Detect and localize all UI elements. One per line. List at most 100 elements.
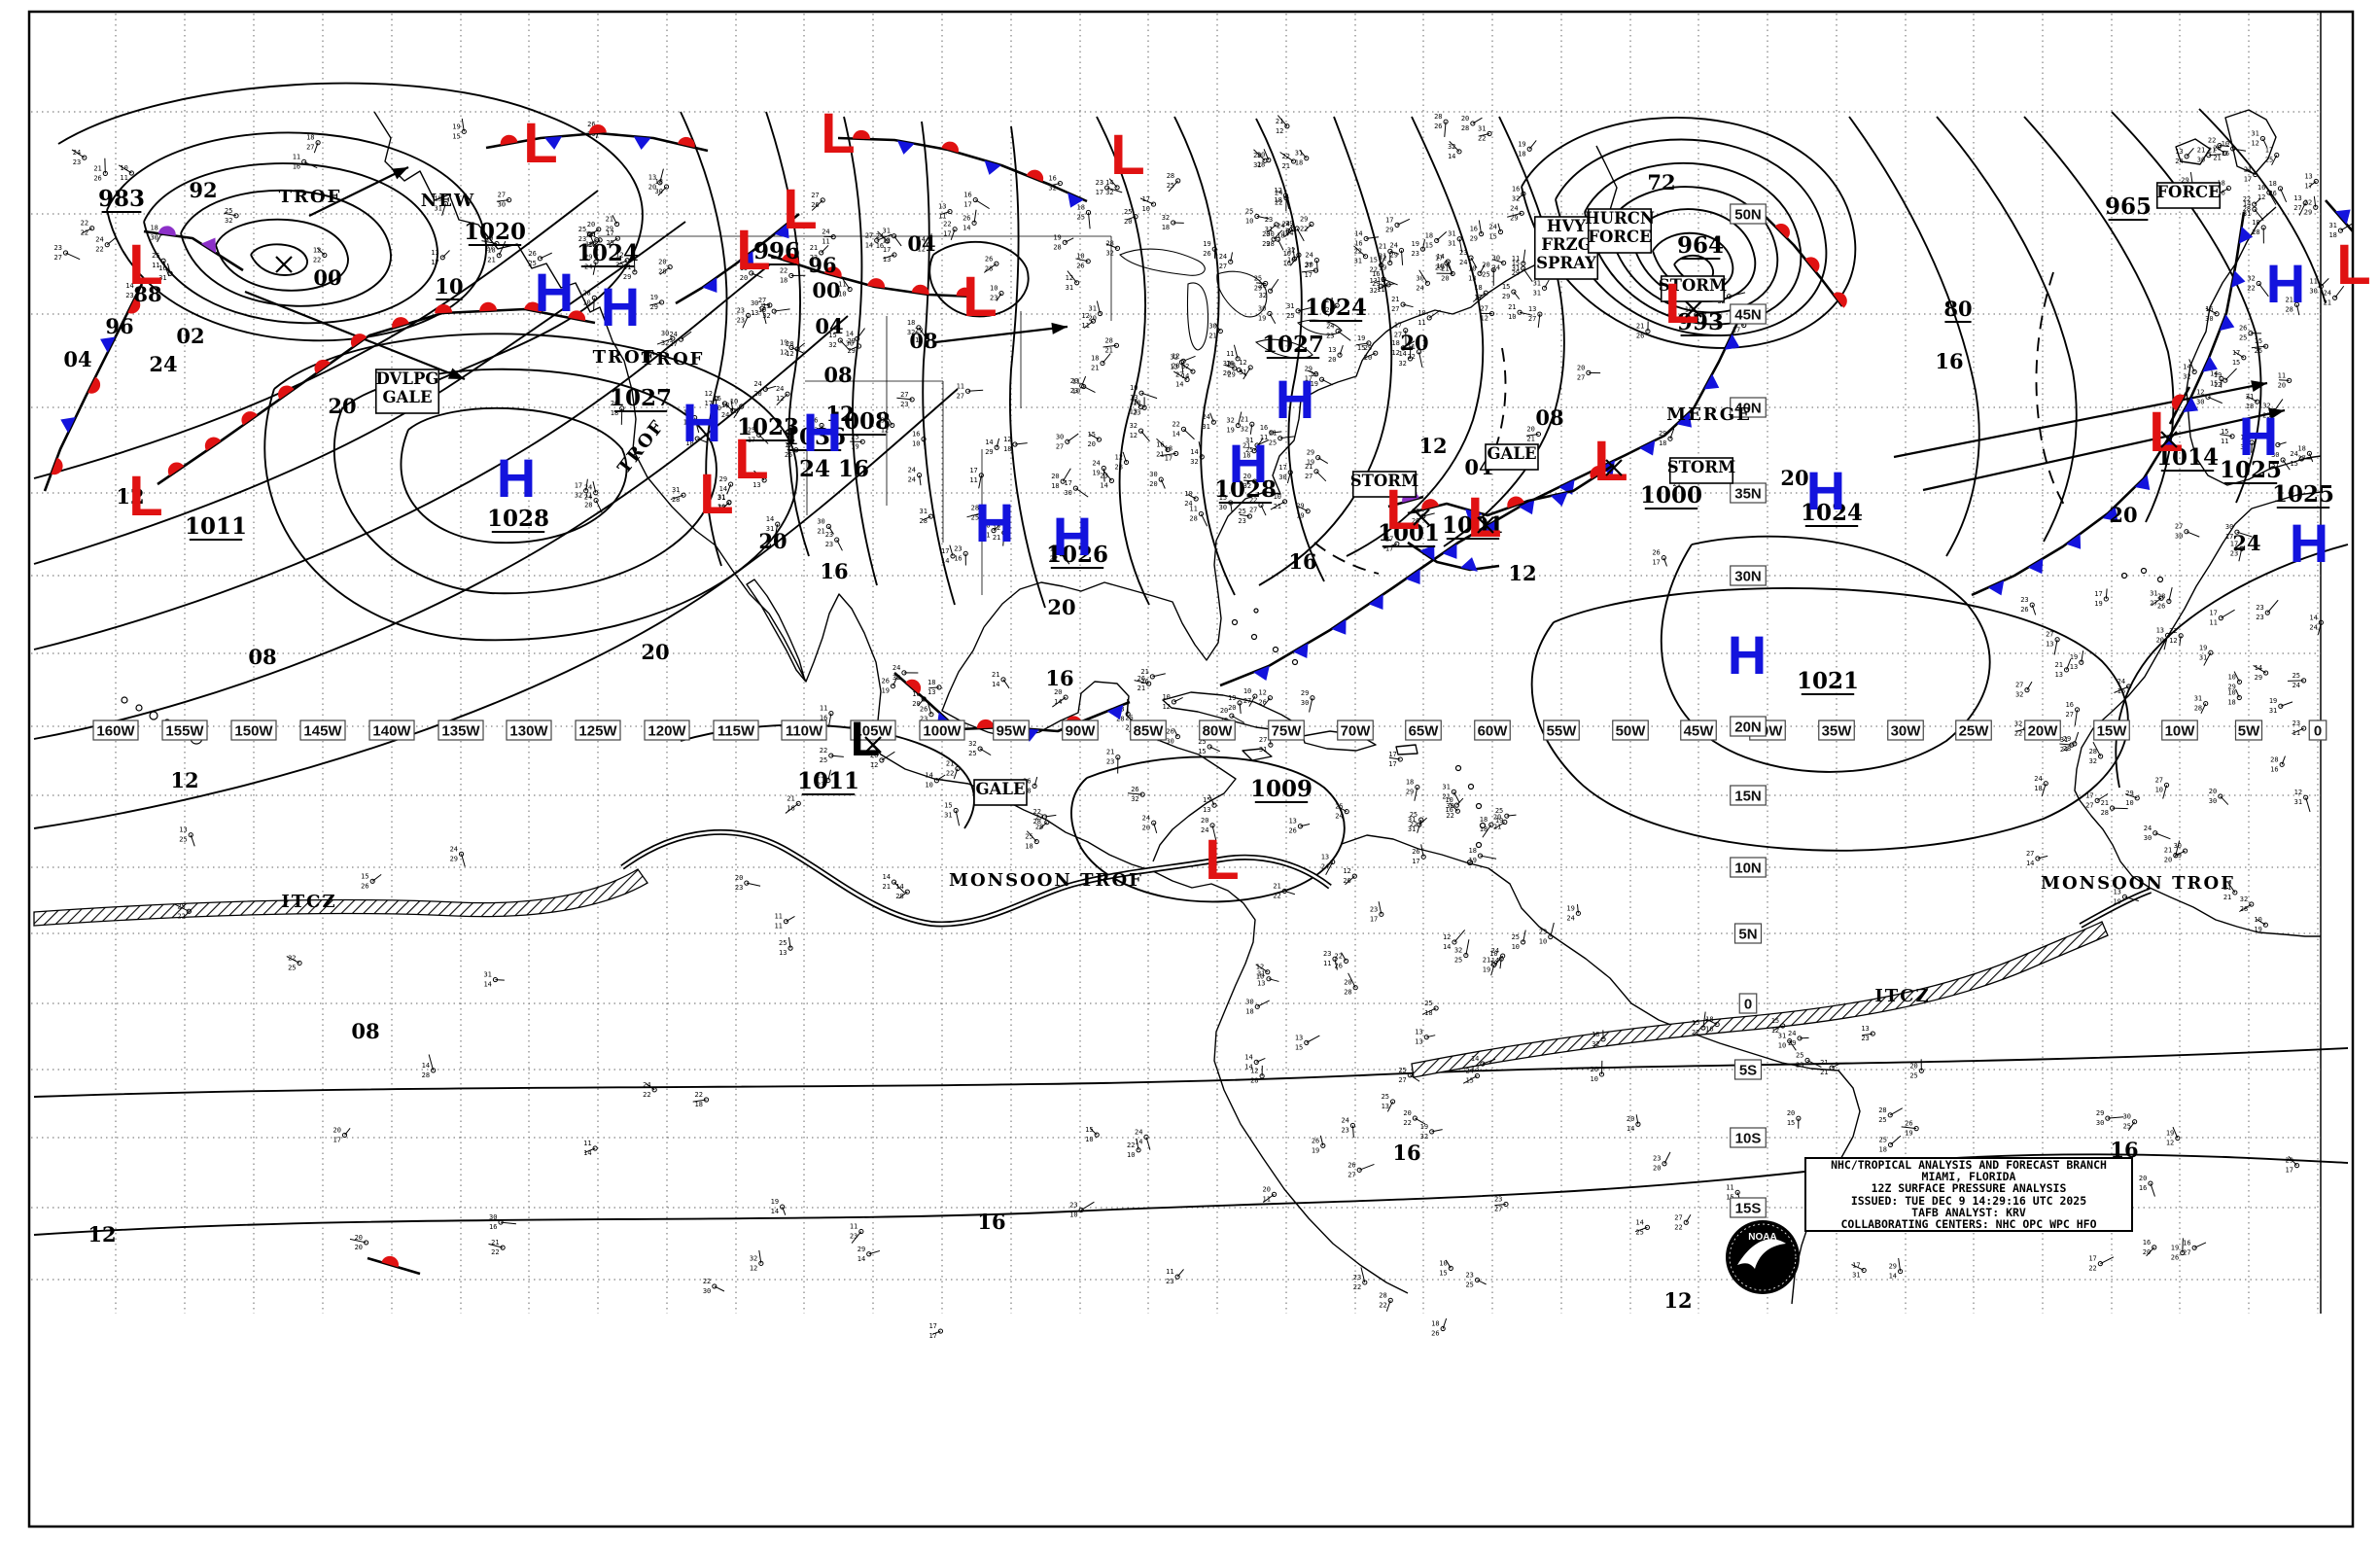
warning-label: GALE [1487, 444, 1536, 463]
station-value: 30 [655, 188, 663, 195]
wind-barb [1322, 379, 1333, 385]
station-value: 12 [776, 395, 784, 403]
wind-barb [715, 1286, 724, 1291]
lon-label: 135W [441, 723, 480, 740]
station-value: 19 [1296, 512, 1304, 520]
cold-front-pip [1443, 544, 1464, 564]
cold-front-pip [1725, 334, 1743, 356]
station-value: 16 [1226, 360, 1234, 368]
station-value: 10 [1439, 1259, 1447, 1267]
station-value: 11 [2209, 619, 2217, 627]
lon-label: 90W [1066, 723, 1097, 740]
station-value: 29 [606, 225, 613, 232]
station-value: 13 [431, 249, 438, 257]
island [1477, 804, 1482, 809]
station-value: 18 [2034, 785, 2042, 792]
station-value: 18 [1406, 779, 1414, 787]
wind-barb [1481, 856, 1497, 859]
station-value: 26 [2157, 602, 2165, 610]
station-value: 14 [2183, 363, 2190, 370]
station-value: 24 [643, 1081, 650, 1089]
station-value: 28 [2089, 748, 2097, 755]
isobar-value-label: 20 [2109, 503, 2137, 527]
isobar-value-label: 16 [977, 1210, 1005, 1234]
station-value: 11 [584, 492, 592, 500]
station-value: 24 [892, 664, 900, 672]
station-value: 24 [1459, 259, 1467, 266]
station-value: 21 [810, 244, 818, 252]
station-value: 25 [1167, 182, 1174, 190]
station-value: 12 [2258, 193, 2265, 201]
wind-barb [1890, 1108, 1903, 1115]
station-value: 10 [1245, 217, 1253, 225]
station-value: 13 [1170, 363, 1177, 370]
station-value: 14 [1448, 153, 1455, 160]
station-value: 18 [2227, 698, 2235, 706]
station-value: 29 [2227, 683, 2235, 690]
wind-barb [372, 874, 381, 881]
station-value: 14 [1054, 698, 1062, 706]
station-value: 17 [1474, 294, 1482, 301]
island [1233, 620, 1238, 625]
station-value: 24 [1341, 1117, 1348, 1125]
station-value: 22 [2088, 1265, 2096, 1273]
station-value: 13 [1203, 806, 1210, 814]
station-value: 19 [1420, 1123, 1428, 1131]
station-value: 29 [1385, 226, 1393, 233]
station-value: 10 [1076, 253, 1084, 261]
station-circle [1212, 803, 1216, 807]
station-value: 20 [735, 874, 743, 882]
station-value: 26 [2239, 325, 2247, 333]
station-value: 29 [2096, 1109, 2104, 1117]
station-value: 16 [2222, 150, 2229, 158]
station-value: 12 [2166, 1140, 2174, 1147]
cold-front-pip [1704, 374, 1724, 396]
station-value: 29 [1301, 689, 1309, 697]
station-value: 13 [1130, 399, 1138, 406]
station-value: 22 [943, 221, 951, 228]
station-value: 29 [450, 855, 458, 862]
station-value: 11 [1726, 1183, 1733, 1191]
station-value: 26 [1258, 699, 1266, 707]
station-value: 10 [1489, 950, 1497, 958]
station-value: 14 [962, 224, 970, 231]
station-value: 18 [1705, 1016, 1713, 1024]
station-value: 11 [969, 476, 977, 484]
station-value: 11 [774, 923, 782, 931]
station-value: 12 [1239, 359, 1246, 367]
cold-front-pip [201, 233, 223, 254]
wind-barb [1523, 268, 1533, 282]
station-value: 13 [1528, 305, 1536, 313]
lon-label: 130W [509, 723, 548, 740]
station-value: 28 [920, 517, 928, 525]
station-value: 21 [1508, 303, 1516, 311]
station-value: 24 [2309, 623, 2317, 631]
lake-outline [1187, 283, 1208, 350]
station-value: 31 [1408, 825, 1416, 833]
lat-label: 10S [1735, 1131, 1762, 1147]
station-value: 26 [1434, 123, 1442, 130]
station-value: 19 [1357, 334, 1365, 342]
coastline [1396, 745, 1418, 755]
station-value: 10 [1778, 1042, 1786, 1050]
wind-barb [1173, 697, 1182, 701]
station-value: 16 [2183, 1239, 2190, 1247]
station-value: 15 [1488, 233, 1496, 241]
feature-label: TROF [279, 187, 342, 207]
station-value: 11 [822, 238, 829, 246]
station-value: 17 [943, 230, 951, 238]
station-value: 23 [1861, 1035, 1869, 1042]
station-value: 14 [1244, 1063, 1252, 1071]
wind-barb [1359, 1164, 1374, 1170]
station-value: 16 [912, 431, 920, 439]
station-value: 26 [1343, 877, 1350, 885]
station-value: 20 [2139, 1175, 2147, 1182]
station-value: 26 [985, 255, 993, 263]
isobar-value-label: 964 [1677, 232, 1724, 259]
high-center: H [682, 392, 721, 453]
station-value: 19 [1905, 1130, 1912, 1138]
station-value: 22 [1354, 248, 1362, 256]
flow-arrowhead [2251, 377, 2268, 392]
wind-barb [2075, 710, 2077, 725]
